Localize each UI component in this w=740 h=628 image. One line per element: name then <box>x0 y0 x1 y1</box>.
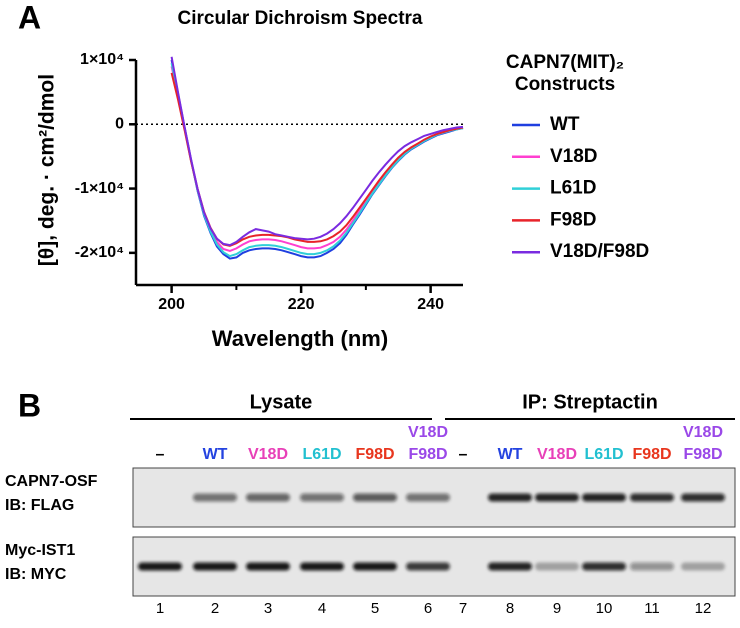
band <box>535 562 579 571</box>
legend-label: V18D/F98D <box>550 241 649 262</box>
band <box>138 494 182 502</box>
lane-number: 2 <box>211 600 219 617</box>
band <box>630 493 674 502</box>
panel-label: A <box>18 0 41 35</box>
band <box>488 493 532 502</box>
band <box>246 493 290 502</box>
lane-number: 11 <box>644 600 660 617</box>
lane-number: 1 <box>156 600 164 617</box>
x-tick-label: 240 <box>417 296 444 313</box>
lane-label: F98D <box>683 446 722 463</box>
series-line <box>170 63 464 258</box>
legend-title: CAPN7(MIT)₂ <box>506 52 624 73</box>
lane-number: 6 <box>424 600 432 617</box>
row-label: IB: FLAG <box>5 497 74 514</box>
band <box>193 562 237 571</box>
band <box>630 562 674 571</box>
lane-label: L61D <box>302 446 341 463</box>
lane-number: 9 <box>553 600 561 617</box>
lane-number: 8 <box>506 600 514 617</box>
band <box>441 494 485 502</box>
group-label: Lysate <box>250 391 313 413</box>
group-label: IP: Streptactin <box>522 391 658 413</box>
band <box>406 562 450 571</box>
x-axis-label: Wavelength (nm) <box>212 326 388 351</box>
lane-label: V18D <box>408 424 448 441</box>
band <box>193 493 237 502</box>
lane-label: F98D <box>408 446 447 463</box>
legend-label: WT <box>550 114 580 135</box>
band <box>582 562 626 571</box>
lane-label: V18D <box>683 424 723 441</box>
y-tick-label: -2×10⁴ <box>75 244 124 261</box>
lane-number: 5 <box>371 600 379 617</box>
y-axis-label: [θ], deg. · cm²/dmol <box>36 74 59 266</box>
band <box>353 493 397 502</box>
lane-number: 3 <box>264 600 272 617</box>
lane-label: WT <box>203 446 228 463</box>
series-line <box>170 56 464 247</box>
chart-title: Circular Dichroism Spectra <box>178 8 423 29</box>
lane-label: WT <box>498 446 523 463</box>
band <box>300 493 344 502</box>
lane-number: 10 <box>596 600 613 617</box>
band <box>535 493 579 502</box>
band <box>582 493 626 502</box>
legend-title: Constructs <box>515 74 615 95</box>
legend-label: V18D <box>550 146 598 167</box>
row-label: CAPN7-OSF <box>5 473 98 490</box>
y-tick-label: 1×10⁴ <box>80 51 124 68</box>
lane-label: F98D <box>632 446 671 463</box>
band <box>406 493 450 502</box>
legend-label: F98D <box>550 209 596 230</box>
band <box>441 563 485 571</box>
y-tick-label: -1×10⁴ <box>75 180 124 197</box>
y-tick-label: 0 <box>115 116 124 133</box>
series-line <box>170 72 464 247</box>
band <box>138 562 182 571</box>
lane-number: 7 <box>459 600 467 617</box>
lane-label: – <box>459 446 468 463</box>
row-label: IB: MYC <box>5 566 67 583</box>
series-line <box>170 59 464 260</box>
lane-label: – <box>156 446 165 463</box>
band <box>681 562 725 571</box>
legend-label: L61D <box>550 178 596 199</box>
lane-number: 12 <box>695 600 712 617</box>
band <box>488 562 532 571</box>
lane-label: V18D <box>537 446 577 463</box>
lane-number: 4 <box>318 600 326 617</box>
panel-label: B <box>18 387 41 423</box>
x-tick-label: 200 <box>158 296 185 313</box>
band <box>681 493 725 502</box>
band <box>246 562 290 571</box>
lane-label: V18D <box>248 446 288 463</box>
band <box>300 562 344 571</box>
lane-label: F98D <box>355 446 394 463</box>
series-line <box>170 66 464 252</box>
row-label: Myc-IST1 <box>5 542 75 559</box>
band <box>353 562 397 571</box>
lane-label: L61D <box>584 446 623 463</box>
x-tick-label: 220 <box>288 296 315 313</box>
